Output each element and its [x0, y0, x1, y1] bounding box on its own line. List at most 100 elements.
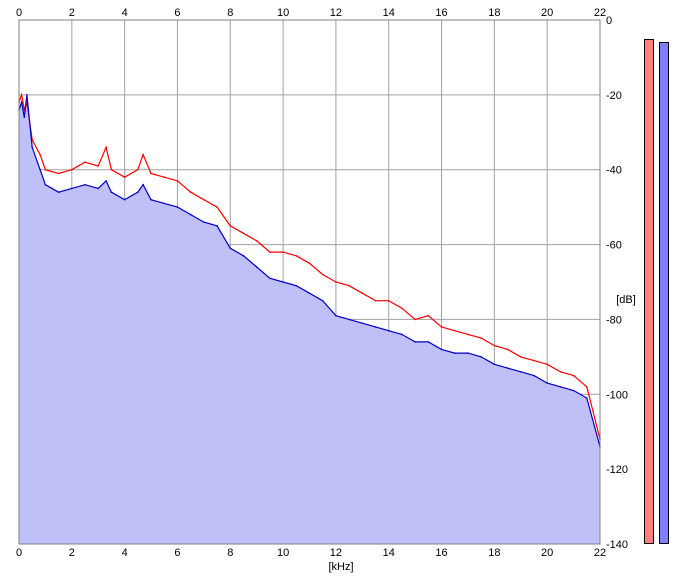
- data-point: [454, 352, 456, 354]
- data-point: [308, 292, 311, 295]
- data-point: [533, 359, 535, 362]
- y-tick-label: -20: [606, 90, 622, 102]
- data-point: [123, 198, 126, 201]
- data-point: [506, 348, 509, 351]
- data-point: [546, 363, 548, 366]
- series-layer: [18, 92, 601, 545]
- data-point: [335, 281, 337, 283]
- x-tick-label-bottom: 2: [69, 547, 75, 559]
- data-point: [137, 168, 139, 171]
- data-point: [506, 367, 509, 369]
- data-point: [57, 172, 60, 175]
- data-point: [57, 191, 60, 193]
- data-point: [361, 322, 364, 325]
- x-tick-label-bottom: 4: [122, 547, 128, 559]
- data-point: [110, 168, 113, 171]
- data-point: [321, 273, 324, 276]
- x-tick-label-bottom: 18: [488, 547, 500, 559]
- data-point: [97, 165, 99, 167]
- data-point: [427, 314, 430, 317]
- data-point: [308, 262, 311, 265]
- data-point: [440, 326, 443, 328]
- data-point: [282, 281, 284, 283]
- x-tick-label-top: 22: [594, 7, 606, 19]
- data-point: [414, 341, 416, 343]
- data-point: [348, 318, 350, 321]
- data-point: [374, 299, 377, 302]
- x-tick-label-bottom: 12: [330, 547, 342, 559]
- x-tick-label-bottom: 22: [594, 547, 606, 559]
- data-point: [229, 247, 232, 250]
- y-tick-label: -80: [606, 314, 622, 326]
- data-point: [20, 94, 23, 96]
- data-point: [572, 389, 575, 392]
- data-point: [84, 161, 86, 163]
- data-point: [467, 352, 469, 354]
- y-tick-label: -100: [606, 389, 628, 401]
- x-tick-label-top: 10: [277, 7, 289, 19]
- y-tick-label: -60: [606, 240, 622, 252]
- data-point: [242, 255, 245, 257]
- data-point: [44, 183, 47, 186]
- data-point: [467, 333, 469, 336]
- data-point: [493, 344, 496, 347]
- series-fill-area: [19, 94, 600, 545]
- data-point: [150, 172, 152, 175]
- data-point: [105, 146, 107, 149]
- data-point: [520, 356, 522, 358]
- y-tick-label: -40: [606, 165, 622, 177]
- x-tick-label-top: 0: [16, 7, 22, 19]
- x-tick-label-bottom: 8: [227, 547, 233, 559]
- data-point: [493, 363, 496, 366]
- data-point: [105, 180, 107, 182]
- data-point: [110, 191, 113, 193]
- data-point: [176, 180, 179, 182]
- x-tick-label-top: 8: [227, 7, 233, 19]
- data-point: [163, 176, 166, 178]
- data-point: [242, 232, 245, 235]
- data-point: [176, 206, 179, 208]
- data-point: [31, 146, 33, 149]
- data-point: [374, 326, 377, 328]
- x-tick-label-bottom: 14: [383, 547, 395, 559]
- data-point: [39, 153, 41, 156]
- data-point: [23, 116, 26, 119]
- x-tick-label-top: 4: [122, 7, 128, 19]
- data-point: [480, 337, 483, 339]
- data-point: [216, 225, 218, 227]
- x-tick-label-bottom: 20: [541, 547, 553, 559]
- plot-frame: [18, 19, 601, 545]
- data-point: [361, 292, 364, 295]
- data-point: [229, 225, 232, 227]
- data-point: [387, 299, 390, 302]
- left-channel-level-meter: [644, 38, 654, 544]
- data-point: [335, 314, 337, 317]
- data-point: [163, 202, 166, 205]
- data-point: [401, 307, 403, 310]
- x-tick-label-bottom: 0: [16, 547, 22, 559]
- data-point: [142, 183, 144, 186]
- data-point: [295, 255, 298, 257]
- data-point: [533, 374, 535, 377]
- x-tick-label-bottom: 6: [174, 547, 180, 559]
- data-point: [454, 329, 456, 332]
- x-tick-label-bottom: 16: [435, 547, 447, 559]
- data-point: [123, 176, 126, 178]
- y-tick-label: 0: [606, 15, 612, 27]
- data-point: [20, 101, 23, 104]
- data-point: [440, 348, 443, 351]
- data-point: [255, 240, 258, 242]
- data-point: [586, 397, 588, 399]
- data-point: [71, 187, 73, 190]
- x-tick-label-top: 14: [383, 7, 395, 19]
- y-tick-label: -120: [606, 464, 628, 476]
- data-point: [189, 213, 192, 216]
- x-tick-label-top: 18: [488, 7, 500, 19]
- data-point: [559, 371, 562, 373]
- data-point: [348, 284, 350, 287]
- data-point: [97, 187, 99, 190]
- x-tick-label-top: 20: [541, 7, 553, 19]
- data-point: [387, 329, 390, 332]
- x-axis-label: [kHz]: [328, 561, 353, 573]
- data-point: [255, 266, 258, 268]
